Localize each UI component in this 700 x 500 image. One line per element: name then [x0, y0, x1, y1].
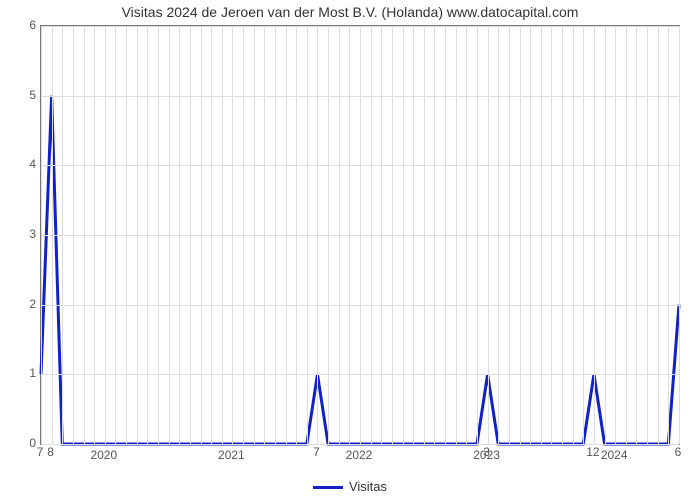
gridline-v	[62, 26, 63, 444]
gridline-v	[275, 26, 276, 444]
gridline-v	[445, 26, 446, 444]
gridline-v	[541, 26, 542, 444]
gridline-v	[222, 26, 223, 444]
point-label: 3	[483, 445, 490, 459]
gridline-v	[403, 26, 404, 444]
gridline-v	[498, 26, 499, 444]
point-label: 8	[47, 445, 54, 459]
legend: Visitas	[0, 479, 700, 494]
point-label: 12	[586, 445, 599, 459]
gridline-v	[520, 26, 521, 444]
gridline-v	[115, 26, 116, 444]
gridline-v	[658, 26, 659, 444]
gridline-v	[594, 26, 595, 444]
gridline-v	[647, 26, 648, 444]
gridline-v	[509, 26, 510, 444]
point-label: 7	[37, 445, 44, 459]
y-tick-label: 5	[6, 88, 36, 102]
gridline-v	[551, 26, 552, 444]
x-tick-label: 2022	[346, 448, 373, 462]
gridline-v	[158, 26, 159, 444]
gridline-v	[126, 26, 127, 444]
gridline-v	[339, 26, 340, 444]
gridline-v	[137, 26, 138, 444]
gridline-v	[477, 26, 478, 444]
gridline-v	[307, 26, 308, 444]
y-tick-label: 4	[6, 157, 36, 171]
x-tick-label: 2024	[601, 448, 628, 462]
legend-label: Visitas	[349, 479, 387, 494]
point-label: 6	[675, 445, 682, 459]
gridline-v	[201, 26, 202, 444]
chart-title: Visitas 2024 de Jeroen van der Most B.V.…	[0, 4, 700, 20]
gridline-v	[573, 26, 574, 444]
gridline-v	[243, 26, 244, 444]
y-tick-label: 6	[6, 18, 36, 32]
gridline-v	[371, 26, 372, 444]
gridline-v	[84, 26, 85, 444]
gridline-v	[317, 26, 318, 444]
y-tick-label: 2	[6, 297, 36, 311]
legend-swatch	[313, 486, 343, 489]
gridline-v	[190, 26, 191, 444]
gridline-v	[615, 26, 616, 444]
chart-container: Visitas 2024 de Jeroen van der Most B.V.…	[0, 0, 700, 500]
gridline-v	[41, 26, 42, 444]
gridline-v	[147, 26, 148, 444]
gridline-v	[466, 26, 467, 444]
gridline-v	[456, 26, 457, 444]
y-tick-label: 1	[6, 366, 36, 380]
x-tick-label: 2021	[218, 448, 245, 462]
gridline-v	[583, 26, 584, 444]
gridline-v	[679, 26, 680, 444]
gridline-v	[360, 26, 361, 444]
gridline-v	[105, 26, 106, 444]
gridline-v	[605, 26, 606, 444]
point-label: 7	[313, 445, 320, 459]
y-tick-label: 0	[6, 436, 36, 450]
gridline-v	[328, 26, 329, 444]
gridline-v	[434, 26, 435, 444]
gridline-v	[52, 26, 53, 444]
gridline-v	[349, 26, 350, 444]
gridline-v	[211, 26, 212, 444]
gridline-v	[94, 26, 95, 444]
gridline-v	[381, 26, 382, 444]
gridline-v	[626, 26, 627, 444]
gridline-v	[264, 26, 265, 444]
plot-area	[40, 25, 680, 445]
gridline-v	[424, 26, 425, 444]
gridline-h	[41, 444, 679, 445]
gridline-v	[413, 26, 414, 444]
gridline-v	[169, 26, 170, 444]
gridline-v	[392, 26, 393, 444]
x-tick-label: 2020	[90, 448, 117, 462]
gridline-v	[668, 26, 669, 444]
gridline-v	[296, 26, 297, 444]
gridline-v	[73, 26, 74, 444]
y-tick-label: 3	[6, 227, 36, 241]
gridline-v	[179, 26, 180, 444]
gridline-v	[562, 26, 563, 444]
gridline-v	[636, 26, 637, 444]
gridline-v	[254, 26, 255, 444]
gridline-v	[286, 26, 287, 444]
gridline-v	[530, 26, 531, 444]
gridline-v	[488, 26, 489, 444]
gridline-v	[232, 26, 233, 444]
